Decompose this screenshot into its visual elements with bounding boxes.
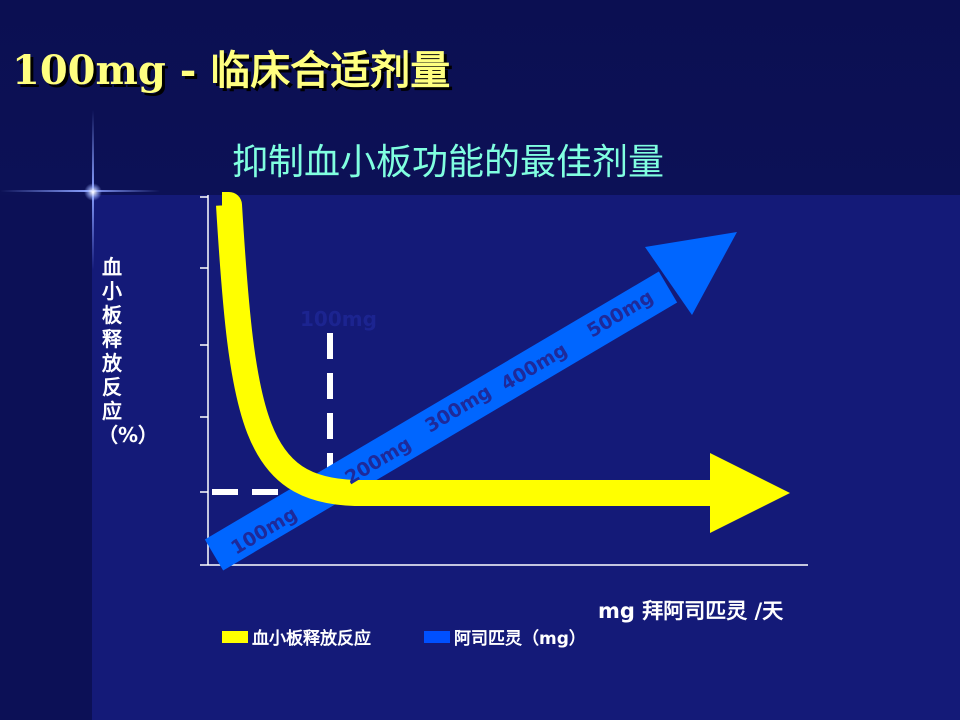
legend-swatch-yellow <box>222 630 248 643</box>
legend-label-platelet: 血小板释放反应 <box>252 629 371 649</box>
legend-label-aspirin: 阿司匹灵（mg） <box>454 629 586 649</box>
legend-item-aspirin: 阿司匹灵（mg） <box>424 624 586 649</box>
legend-swatch-blue <box>424 630 450 643</box>
y-axis-label: 血小板释放反应（%） <box>98 255 158 447</box>
sparkle-line-horizontal <box>0 190 160 192</box>
marker-label: 100mg <box>300 307 377 331</box>
slide-title: 100mg - 临床合适剂量 <box>12 47 451 94</box>
slide-subtitle: 抑制血小板功能的最佳剂量 <box>232 142 665 183</box>
platelet-response-curve <box>216 192 790 533</box>
left-strip <box>0 195 92 720</box>
dose-arrow <box>204 232 737 571</box>
y-axis-ticks <box>200 196 208 566</box>
legend-item-platelet: 血小板释放反应 <box>222 624 371 649</box>
sparkle-star-icon <box>84 183 102 201</box>
top-band <box>0 0 960 195</box>
x-axis-label: mg 拜阿司匹灵 /天 <box>598 599 784 623</box>
dose-labels: 100mg 200mg 300mg 400mg 500mg <box>227 286 657 559</box>
